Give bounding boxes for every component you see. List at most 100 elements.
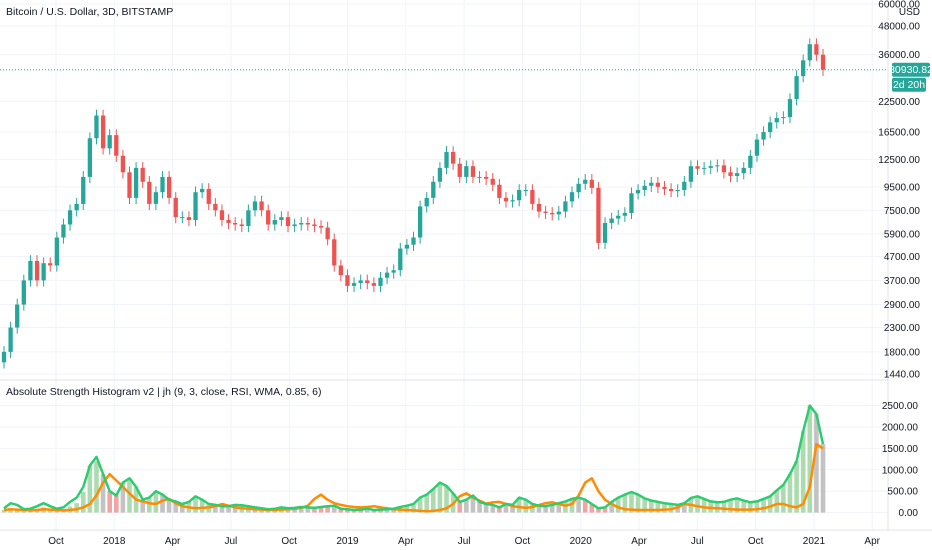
candle-body xyxy=(464,166,469,177)
candle-body xyxy=(15,304,20,328)
candle-body xyxy=(470,166,476,177)
candle-body xyxy=(107,135,112,149)
histogram-bar xyxy=(424,494,430,513)
candle-body xyxy=(589,179,594,188)
histogram-bar xyxy=(127,478,132,513)
candle-body xyxy=(279,217,284,221)
candle-body xyxy=(510,200,515,202)
histogram-bar xyxy=(582,499,588,513)
histogram-bar xyxy=(648,500,654,513)
last-price-badge-bg xyxy=(892,62,930,77)
last-price-value: 30930.82 xyxy=(889,64,932,76)
axes: 60000.00 48000.00 36000.00 22500.00 16500.00… xyxy=(48,0,920,547)
histogram-bar xyxy=(503,504,509,513)
histogram-bar xyxy=(609,501,614,513)
candle-body xyxy=(233,222,238,225)
indicator-title: Absolute Strength Histogram v2 | jh (9, … xyxy=(6,386,322,398)
price-tick-label: 2900.00 xyxy=(884,300,921,311)
osc-tick-label: 2500.00 xyxy=(882,401,919,412)
histogram-bar xyxy=(748,502,753,513)
histogram-bar xyxy=(516,497,522,513)
histogram-bar xyxy=(298,507,304,513)
price-tick-label: 1440.00 xyxy=(884,370,921,381)
candle-body xyxy=(748,155,753,168)
histogram-bar xyxy=(417,497,423,513)
candle-body xyxy=(814,44,819,55)
candle-body xyxy=(774,118,779,123)
candle-body xyxy=(246,210,251,227)
candle-body xyxy=(768,122,773,133)
price-tick-label: 16500.00 xyxy=(878,128,920,139)
candle-body xyxy=(550,212,555,215)
histogram-bar xyxy=(556,503,562,513)
histogram-bar xyxy=(431,489,436,513)
candle-body xyxy=(754,139,760,156)
candle-body xyxy=(312,224,317,227)
candle-body xyxy=(239,224,244,227)
histogram-bar xyxy=(569,498,575,513)
candle-body xyxy=(81,176,86,204)
osc-tick-label: 0.00 xyxy=(899,508,919,519)
candle-body xyxy=(576,183,581,193)
histogram-bar xyxy=(470,495,476,513)
histogram-bar xyxy=(490,504,496,513)
histogram-bar xyxy=(741,500,747,513)
candle-body xyxy=(292,224,297,227)
candle-body xyxy=(801,60,806,77)
histogram-bar xyxy=(781,484,786,513)
candle-body xyxy=(596,187,601,243)
histogram-bar xyxy=(21,510,27,513)
bull-strength-line xyxy=(3,404,825,512)
countdown-badge: 2d 20h xyxy=(892,77,926,92)
candle-body xyxy=(668,188,674,192)
candle-body xyxy=(398,248,403,271)
candle-body xyxy=(48,263,53,266)
histogram-bar xyxy=(523,499,529,513)
candle-body xyxy=(695,166,700,169)
histogram-bar xyxy=(120,482,126,513)
histogram-bar xyxy=(345,509,350,513)
histogram-bar xyxy=(100,474,106,513)
histogram-bar xyxy=(437,482,443,513)
time-tick-label: Jul xyxy=(458,536,471,547)
candle-body xyxy=(365,280,370,284)
osc-tick-label: 2000.00 xyxy=(882,422,919,433)
histogram-bar xyxy=(807,405,813,513)
time-tick-label: Apr xyxy=(398,536,414,547)
bear-strength-line xyxy=(3,442,824,513)
candle-body xyxy=(94,115,99,139)
histogram-bar xyxy=(74,503,79,513)
candle-body xyxy=(219,210,225,221)
histogram-bar xyxy=(384,509,390,513)
candle-body xyxy=(8,327,13,352)
candle-body xyxy=(391,270,396,273)
time-tick-label: 2019 xyxy=(336,536,359,547)
candle-body xyxy=(563,201,568,212)
candle-body xyxy=(569,192,575,202)
candle-body xyxy=(378,277,383,286)
time-tick-label: Apr xyxy=(864,536,880,547)
histogram-bar xyxy=(1,510,7,513)
candle-body xyxy=(450,151,456,164)
candle-body xyxy=(530,190,535,204)
histogram-bar xyxy=(292,507,297,513)
candle-body xyxy=(199,188,205,193)
histogram-bar xyxy=(358,509,363,513)
candle-body xyxy=(629,193,634,213)
candle-body xyxy=(259,201,264,211)
osc-tick-label: 1000.00 xyxy=(882,465,919,476)
candle-body xyxy=(794,76,799,100)
candle-body xyxy=(54,237,59,266)
histogram-bar xyxy=(695,496,700,513)
candle-body xyxy=(338,265,343,276)
candle-body xyxy=(193,192,198,221)
candle-body xyxy=(503,197,509,202)
histogram-bar xyxy=(338,508,344,513)
histogram-bar xyxy=(173,501,179,513)
oscillator-lines xyxy=(3,404,825,513)
time-tick-label: 2020 xyxy=(570,536,593,547)
candle-body xyxy=(384,272,390,278)
histogram-bar xyxy=(761,498,766,513)
candle-body xyxy=(761,132,766,140)
